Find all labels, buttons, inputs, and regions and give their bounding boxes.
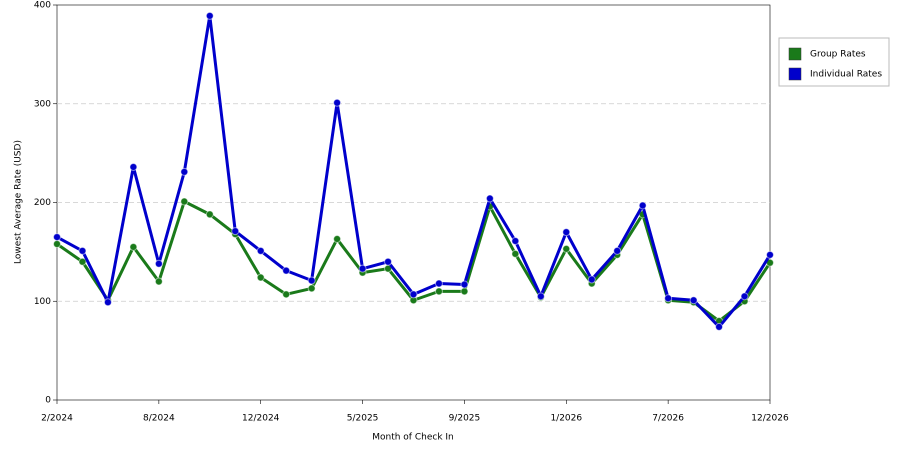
legend-swatch bbox=[788, 67, 802, 81]
legend-swatch bbox=[788, 47, 802, 61]
legend-label: Individual Rates bbox=[810, 70, 882, 80]
x-tick-label: 7/2026 bbox=[652, 414, 684, 424]
point bbox=[205, 11, 214, 20]
point bbox=[180, 167, 189, 176]
point bbox=[587, 275, 596, 284]
point bbox=[613, 246, 622, 255]
point bbox=[231, 227, 240, 236]
point bbox=[562, 244, 571, 253]
point bbox=[205, 210, 214, 219]
y-tick-label: 100 bbox=[34, 297, 51, 307]
x-tick-label: 1/2026 bbox=[550, 414, 582, 424]
point bbox=[129, 242, 138, 251]
point bbox=[638, 201, 647, 210]
point bbox=[562, 228, 571, 237]
point bbox=[434, 287, 443, 296]
y-axis-label: Lowest Average Rate (USD) bbox=[14, 140, 24, 264]
x-tick-label: 12/2026 bbox=[751, 414, 789, 424]
point bbox=[485, 194, 494, 203]
point bbox=[78, 257, 87, 266]
x-tick-label: 12/2024 bbox=[242, 414, 280, 424]
x-tick-label: 2/2024 bbox=[41, 414, 73, 424]
point bbox=[689, 296, 698, 305]
point bbox=[129, 162, 138, 171]
point bbox=[460, 280, 469, 289]
point bbox=[664, 294, 673, 303]
point bbox=[282, 266, 291, 275]
y-tick-label: 200 bbox=[34, 198, 51, 208]
point bbox=[180, 197, 189, 206]
point bbox=[358, 264, 367, 273]
x-tick-label: 5/2025 bbox=[347, 414, 379, 424]
point bbox=[307, 276, 316, 285]
y-tick-label: 0 bbox=[45, 396, 51, 406]
point bbox=[715, 322, 724, 331]
point bbox=[333, 235, 342, 244]
point bbox=[78, 246, 87, 255]
point bbox=[511, 249, 520, 258]
point bbox=[53, 233, 61, 242]
point bbox=[434, 279, 443, 288]
point bbox=[256, 246, 265, 255]
point bbox=[536, 292, 545, 301]
point bbox=[740, 292, 749, 301]
point bbox=[766, 250, 774, 259]
point bbox=[154, 277, 163, 286]
point bbox=[103, 298, 112, 307]
y-tick-label: 300 bbox=[34, 99, 51, 109]
legend-label: Group Rates bbox=[810, 50, 866, 60]
point bbox=[154, 259, 163, 268]
point bbox=[333, 98, 342, 107]
point bbox=[384, 257, 393, 266]
point bbox=[409, 290, 418, 299]
point bbox=[53, 239, 61, 248]
x-axis-label: Month of Check In bbox=[372, 433, 454, 443]
point bbox=[256, 273, 265, 282]
x-tick-label: 8/2024 bbox=[143, 414, 175, 424]
point bbox=[307, 284, 316, 293]
point bbox=[282, 290, 291, 299]
point bbox=[511, 237, 520, 246]
point bbox=[460, 287, 469, 296]
x-tick-label: 9/2025 bbox=[449, 414, 481, 424]
y-tick-label: 400 bbox=[34, 1, 51, 11]
